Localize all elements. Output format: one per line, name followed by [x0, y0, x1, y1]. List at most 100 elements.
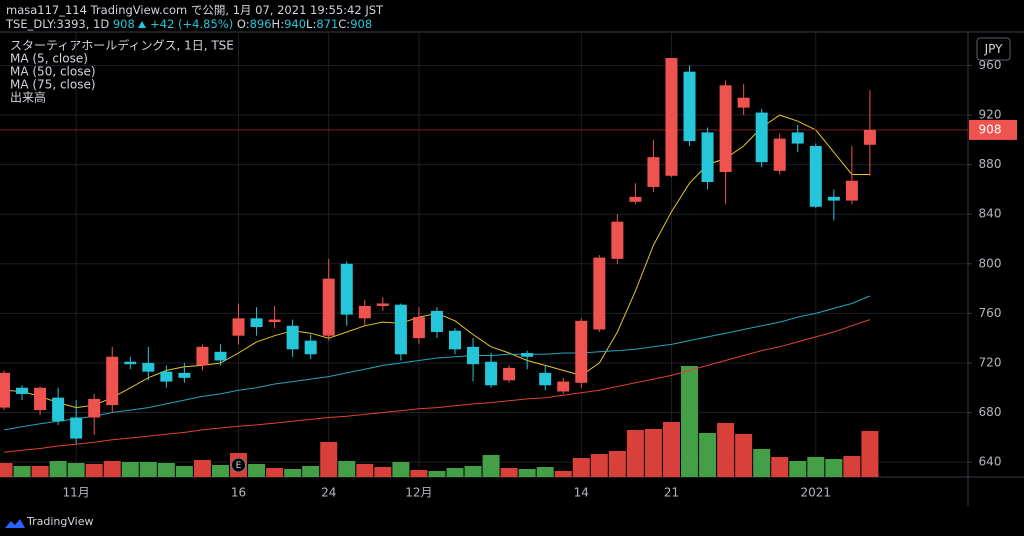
volume-bar: [13, 466, 31, 477]
candle-body: [755, 112, 768, 163]
volume-bar: [193, 460, 211, 477]
candle-body: [809, 146, 822, 207]
candle-body: [629, 196, 642, 202]
candle-body: [611, 221, 624, 259]
volume-bar: [735, 434, 753, 477]
volume-bar: [590, 454, 608, 477]
candle-body: [52, 397, 65, 422]
candle-body: [70, 417, 83, 439]
candle-body: [449, 330, 461, 350]
candle-body: [286, 325, 299, 350]
candle-body: [575, 320, 588, 383]
ma-line: [3, 295, 871, 431]
ohlc: O:896H:940L:871C:908: [237, 17, 372, 31]
volume-bar: [753, 449, 771, 477]
volume-bar: [789, 461, 807, 477]
candle-body: [557, 381, 570, 392]
volume-bar: [31, 466, 49, 477]
candle-body: [683, 71, 696, 142]
volume-bar: [320, 442, 338, 477]
ma-line: [3, 319, 871, 453]
volume-bar: [175, 466, 193, 477]
volume-bar: [356, 464, 374, 477]
volume-bar: [608, 451, 626, 477]
candle-body: [665, 58, 678, 176]
volume-bar: [85, 464, 103, 477]
ohlc-value: 908: [350, 17, 373, 31]
volume-bar: [302, 466, 320, 477]
y-tick-label: 720: [979, 355, 1002, 369]
candle-body: [160, 371, 173, 382]
x-tick-label: 14: [574, 486, 589, 500]
x-tick-label: 24: [321, 486, 336, 500]
volume-bar: [482, 455, 500, 477]
candle-body: [322, 278, 335, 336]
event-marker: [231, 457, 247, 473]
volume-bar: [139, 462, 157, 477]
candle-body: [467, 346, 480, 365]
volume-bar: [825, 459, 843, 477]
candle-body: [773, 138, 786, 171]
volume-bar: [446, 468, 464, 477]
candle-body: [34, 387, 47, 411]
candle-body: [178, 372, 191, 378]
event-label: E: [236, 461, 242, 471]
change: +42 (+4.85%): [150, 17, 234, 31]
volume-bar: [392, 462, 410, 477]
volume-bar: [374, 467, 392, 477]
candle-body: [196, 346, 209, 366]
candle-body: [214, 351, 227, 361]
candle-body: [647, 157, 660, 187]
y-tick-label: 760: [979, 306, 1002, 320]
candle-body: [16, 387, 29, 394]
ohlc-label: O:: [236, 17, 250, 31]
volume-bar: [500, 468, 518, 477]
x-tick-label: 16: [231, 486, 246, 500]
candle-body: [124, 361, 137, 365]
volume-bar: [67, 463, 85, 477]
candle-body: [232, 318, 245, 336]
grid: [0, 32, 968, 477]
y-tick-label: 680: [979, 405, 1002, 419]
volume-bar: [464, 466, 482, 477]
volume-bar: [644, 429, 662, 477]
volume-bar: [157, 463, 175, 477]
y-tick-label: 800: [979, 256, 1002, 270]
candle-body: [539, 372, 552, 386]
candle-body: [340, 263, 353, 315]
volume-bar: [843, 456, 861, 477]
volume-bar: [681, 366, 699, 477]
symbol-line: TSE_DLY:3393, 1D 908 +42 (+4.85%) O:896H…: [6, 17, 372, 31]
brand: TradingView: [26, 515, 93, 528]
volume-bar: [626, 430, 644, 477]
ohlc-value: 896: [249, 17, 272, 31]
candle-body: [142, 362, 155, 372]
candle-body: [845, 180, 858, 201]
candle-body: [593, 257, 606, 330]
price: 908: [112, 17, 135, 31]
candle-body: [0, 372, 10, 408]
y-tick-label: 840: [979, 207, 1002, 221]
candle-body: [827, 196, 840, 201]
y-tick-label: 880: [979, 157, 1002, 171]
volume-bar: [338, 461, 356, 477]
candle-body: [268, 319, 281, 323]
x-tick-label: 21: [664, 486, 679, 500]
candle-body: [394, 304, 407, 355]
x-tick-label: 2021: [801, 486, 832, 500]
ohlc-label: L:: [306, 17, 317, 31]
volume-bar: [807, 457, 825, 477]
currency-box[interactable]: [976, 37, 1011, 61]
legend-entry: MA (75, close): [10, 78, 96, 92]
candle-body: [250, 318, 263, 328]
volume-bar: [103, 461, 121, 477]
candle-body: [737, 97, 750, 108]
ohlc-label: H:: [271, 17, 285, 31]
volume-bar: [49, 461, 67, 477]
volume-bar: [211, 465, 229, 477]
legend-entry: MA (50, close): [10, 65, 96, 79]
volume-bar: [554, 471, 572, 477]
volume-bar: [410, 470, 428, 477]
ohlc-label: C:: [338, 17, 351, 31]
